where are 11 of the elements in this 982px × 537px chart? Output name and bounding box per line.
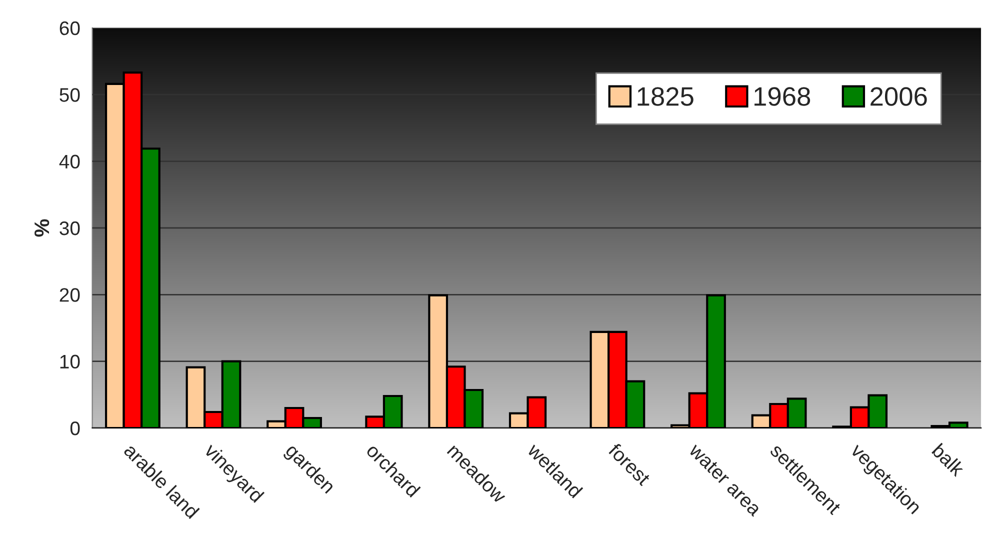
legend-label: 1968 xyxy=(754,87,810,106)
legend-label: 2006 xyxy=(870,87,927,106)
y-axis-title: % xyxy=(34,219,50,237)
y-tick-label: 0 xyxy=(70,421,80,436)
y-tick-label: 60 xyxy=(60,21,80,36)
y-tick-label: 40 xyxy=(59,154,80,169)
y-tick-label: 20 xyxy=(60,288,80,302)
legend-label: 1825 xyxy=(638,87,694,106)
y-tick-label: 30 xyxy=(60,221,80,236)
y-tick-label: 10 xyxy=(60,354,80,369)
y-tick-label: 50 xyxy=(60,88,80,102)
